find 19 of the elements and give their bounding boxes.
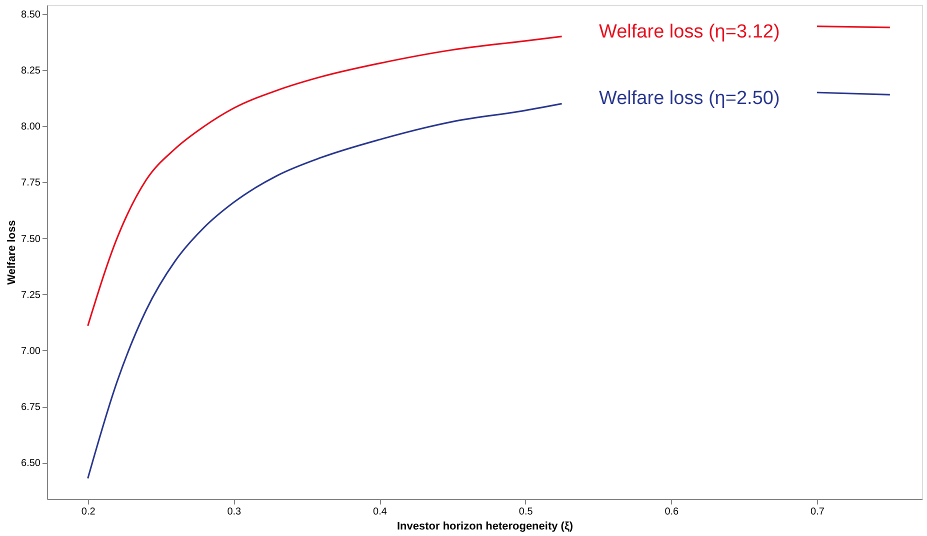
series-label: Welfare loss (η=2.50) [599,88,780,110]
x-tick-label: 0.4 [373,506,388,518]
series-label: Welfare loss (η=3.12) [599,21,780,42]
x-tick-label: 0.6 [664,506,680,518]
y-tick-label: 7.75 [21,178,41,189]
y-tick-label: 6.50 [21,458,41,470]
x-tick-label: 0.7 [810,506,825,518]
y-tick-label: 8.00 [21,122,41,133]
y-tick-label: 6.75 [21,402,41,414]
y-tick-label: 8.50 [21,9,41,20]
x-tick-label: 0.5 [518,506,534,518]
y-tick-label: 8.25 [21,66,41,77]
y-tick-label: 7.50 [21,234,41,245]
x-axis-title: Investor horizon heterogeneity (ξ) [396,520,574,532]
y-axis-title: Welfare loss [6,220,18,285]
x-tick-label: 0.2 [81,506,96,518]
x-tick-label: 0.3 [227,506,242,518]
y-tick-label: 7.25 [21,290,41,301]
y-tick-label: 7.00 [21,346,41,357]
